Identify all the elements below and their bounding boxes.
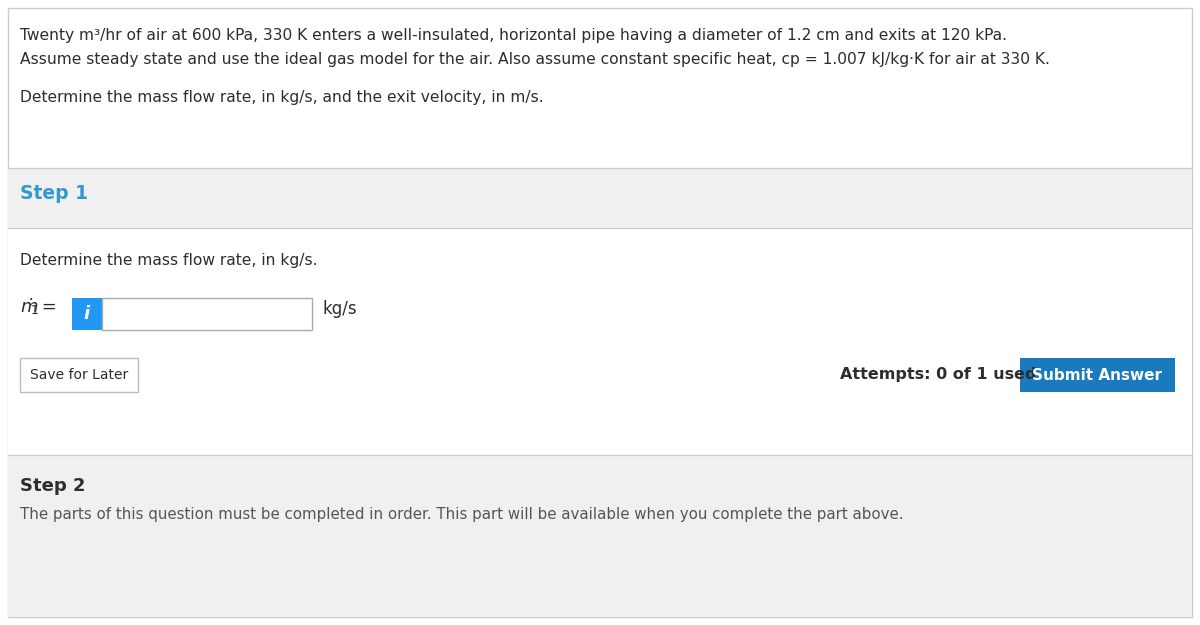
Text: The parts of this question must be completed in order. This part will be availab: The parts of this question must be compl…: [20, 507, 904, 522]
Text: Assume steady state and use the ideal gas model for the air. Also assume constan: Assume steady state and use the ideal ga…: [20, 52, 1050, 67]
Text: Attempts: 0 of 1 used: Attempts: 0 of 1 used: [840, 368, 1037, 382]
FancyBboxPatch shape: [102, 298, 312, 330]
Text: Submit Answer: Submit Answer: [1032, 368, 1163, 382]
FancyBboxPatch shape: [8, 8, 1192, 617]
Text: Twenty m³/hr of air at 600 kPa, 330 K enters a well-insulated, horizontal pipe h: Twenty m³/hr of air at 600 kPa, 330 K en…: [20, 28, 1007, 43]
Text: Determine the mass flow rate, in kg/s.: Determine the mass flow rate, in kg/s.: [20, 253, 318, 268]
FancyBboxPatch shape: [8, 455, 1192, 617]
Text: =: =: [36, 298, 56, 316]
Text: Step 1: Step 1: [20, 184, 88, 203]
FancyBboxPatch shape: [72, 298, 102, 330]
Text: Determine the mass flow rate, in kg/s, and the exit velocity, in m/s.: Determine the mass flow rate, in kg/s, a…: [20, 90, 544, 105]
Text: ṁ: ṁ: [20, 298, 37, 316]
FancyBboxPatch shape: [1020, 358, 1175, 392]
Text: 1: 1: [31, 304, 38, 317]
FancyBboxPatch shape: [8, 228, 1192, 455]
Text: Save for Later: Save for Later: [30, 368, 128, 382]
FancyBboxPatch shape: [8, 168, 1192, 228]
Text: Step 2: Step 2: [20, 477, 85, 495]
FancyBboxPatch shape: [20, 358, 138, 392]
Text: i: i: [84, 305, 90, 323]
Text: kg/s: kg/s: [322, 300, 356, 318]
